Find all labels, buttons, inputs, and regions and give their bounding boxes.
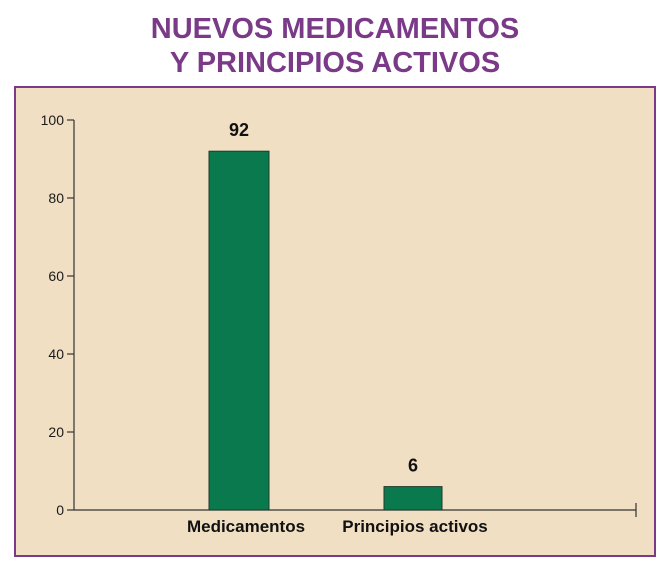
data-label: 92 <box>229 120 249 140</box>
x-axis <box>74 503 637 517</box>
chart-frame <box>14 86 656 557</box>
chart-title-line-2: Y PRINCIPIOS ACTIVOS <box>169 47 501 79</box>
y-tick-label: 80 <box>48 190 64 206</box>
category-label: Medicamentos <box>187 517 305 536</box>
category-label: Principios activos <box>342 517 488 536</box>
chart-title: NUEVOS MEDICAMENTOS Y PRINCIPIOS ACTIVOS <box>0 12 670 80</box>
bars <box>208 150 443 511</box>
y-tick-label: 40 <box>48 346 64 362</box>
y-tick-label: 60 <box>48 268 64 284</box>
y-tick-label: 0 <box>56 502 64 518</box>
bar-medicamentos <box>208 150 270 511</box>
y-tick-label: 100 <box>41 112 65 128</box>
y-axis: 0 20 40 60 80 100 <box>41 112 75 518</box>
y-tick-label: 20 <box>48 424 64 440</box>
bar-principios-activos <box>383 486 443 511</box>
data-label: 6 <box>408 456 418 476</box>
category-labels: Medicamentos Principios activos <box>187 517 488 536</box>
chart-title-line-1: NUEVOS MEDICAMENTOS <box>150 13 520 45</box>
data-labels: 92 6 <box>229 120 418 475</box>
